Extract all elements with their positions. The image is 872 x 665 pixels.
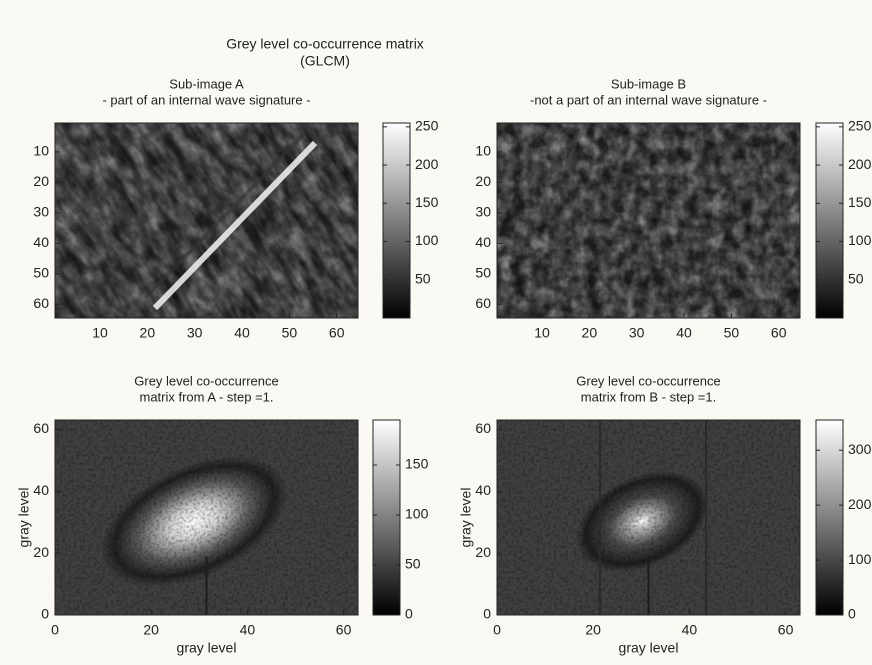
- y-tick-label: 10: [475, 143, 491, 159]
- colorbar-tick-label: 100: [405, 506, 429, 522]
- x-tick-label: 10: [92, 325, 108, 341]
- y-tick-label: 60: [475, 295, 491, 311]
- x-axis-label: gray level: [619, 640, 679, 656]
- colorbar-tick-label: 150: [415, 194, 439, 210]
- colorbar-tick-label: 50: [415, 270, 431, 286]
- x-tick-label: 0: [493, 622, 501, 638]
- colorbar-tick-label: 200: [848, 496, 872, 512]
- image: [497, 420, 800, 615]
- colorbar: [815, 122, 844, 319]
- axes-frame: [54, 122, 359, 319]
- y-tick-label: 50: [33, 265, 49, 281]
- axes-frame: [496, 122, 801, 319]
- panel-title: Grey level co-occurrence: [134, 373, 279, 388]
- y-tick-label: 0: [483, 606, 491, 622]
- y-tick-label: 20: [33, 173, 49, 189]
- image: [55, 420, 358, 615]
- x-axis-label: gray level: [177, 640, 237, 656]
- colorbar-tick-label: 150: [405, 456, 429, 472]
- panel-title: Sub-image B: [611, 76, 686, 91]
- x-tick-label: 60: [336, 622, 352, 638]
- image-tex: [55, 123, 358, 318]
- x-tick-label: 60: [329, 325, 345, 341]
- y-tick-label: 40: [475, 482, 491, 498]
- panel-title: Sub-image A: [169, 76, 244, 91]
- panel-title: - part of an internal wave signature -: [102, 92, 310, 107]
- x-tick-label: 20: [143, 622, 159, 638]
- panel-title: -not a part of an internal wave signatur…: [530, 92, 767, 107]
- colorbar: [382, 122, 411, 319]
- colorbar-tick-label: 250: [415, 118, 439, 134]
- x-tick-label: 50: [282, 325, 298, 341]
- x-tick-label: 40: [240, 622, 256, 638]
- y-tick-label: 30: [475, 204, 491, 220]
- y-tick-label: 40: [475, 234, 491, 250]
- y-tick-label: 60: [475, 420, 491, 436]
- colorbar-tick-label: 200: [415, 156, 439, 172]
- figure-title: (GLCM): [300, 53, 350, 69]
- colorbar-tick-label: 200: [848, 156, 872, 172]
- y-tick-label: 50: [475, 265, 491, 281]
- x-tick-label: 40: [234, 325, 250, 341]
- y-tick-label: 60: [33, 295, 49, 311]
- x-tick-label: 20: [582, 325, 598, 341]
- colorbar-tick-label: 250: [848, 118, 872, 134]
- colorbar-tick-label: 50: [405, 556, 421, 572]
- x-tick-label: 50: [724, 325, 740, 341]
- colorbar: [372, 419, 401, 616]
- y-axis-label: gray level: [458, 488, 474, 548]
- image: [55, 123, 358, 318]
- colorbar-tick-label: 0: [848, 606, 856, 622]
- x-tick-label: 20: [585, 622, 601, 638]
- y-tick-label: 20: [475, 544, 491, 560]
- colorbar-tick-label: 150: [848, 194, 872, 210]
- x-tick-label: 60: [778, 622, 794, 638]
- x-tick-label: 40: [682, 622, 698, 638]
- colorbar-tick-label: 100: [848, 232, 872, 248]
- x-tick-label: 0: [51, 622, 59, 638]
- image: [497, 123, 800, 318]
- colorbar-tick-label: 50: [848, 270, 864, 286]
- y-tick-label: 40: [33, 234, 49, 250]
- panel-title: matrix from B - step =1.: [581, 389, 716, 404]
- x-tick-label: 40: [676, 325, 692, 341]
- panel-title: Grey level co-occurrence: [576, 373, 721, 388]
- colorbar: [815, 419, 844, 616]
- x-tick-label: 10: [534, 325, 550, 341]
- colorbar-tick-label: 0: [405, 606, 413, 622]
- axes-frame: [54, 419, 359, 616]
- x-tick-label: 30: [187, 325, 203, 341]
- y-tick-label: 20: [33, 544, 49, 560]
- axes-frame: [496, 419, 801, 616]
- y-tick-label: 30: [33, 204, 49, 220]
- y-tick-label: 10: [33, 143, 49, 159]
- y-tick-label: 60: [33, 420, 49, 436]
- image-tex: [497, 123, 800, 318]
- x-tick-label: 20: [140, 325, 156, 341]
- y-axis-label: gray level: [16, 488, 32, 548]
- colorbar-tick-label: 100: [848, 551, 872, 567]
- wave-trough: [143, 131, 307, 300]
- x-tick-label: 30: [629, 325, 645, 341]
- colorbar-tick-label: 300: [848, 441, 872, 457]
- panel-title: matrix from A - step =1.: [139, 389, 273, 404]
- figure-title: Grey level co-occurrence matrix: [226, 36, 424, 52]
- y-tick-label: 0: [41, 606, 49, 622]
- y-tick-label: 20: [475, 173, 491, 189]
- colorbar-tick-label: 100: [415, 232, 439, 248]
- x-tick-label: 60: [771, 325, 787, 341]
- wave-crest: [152, 140, 318, 311]
- y-tick-label: 40: [33, 482, 49, 498]
